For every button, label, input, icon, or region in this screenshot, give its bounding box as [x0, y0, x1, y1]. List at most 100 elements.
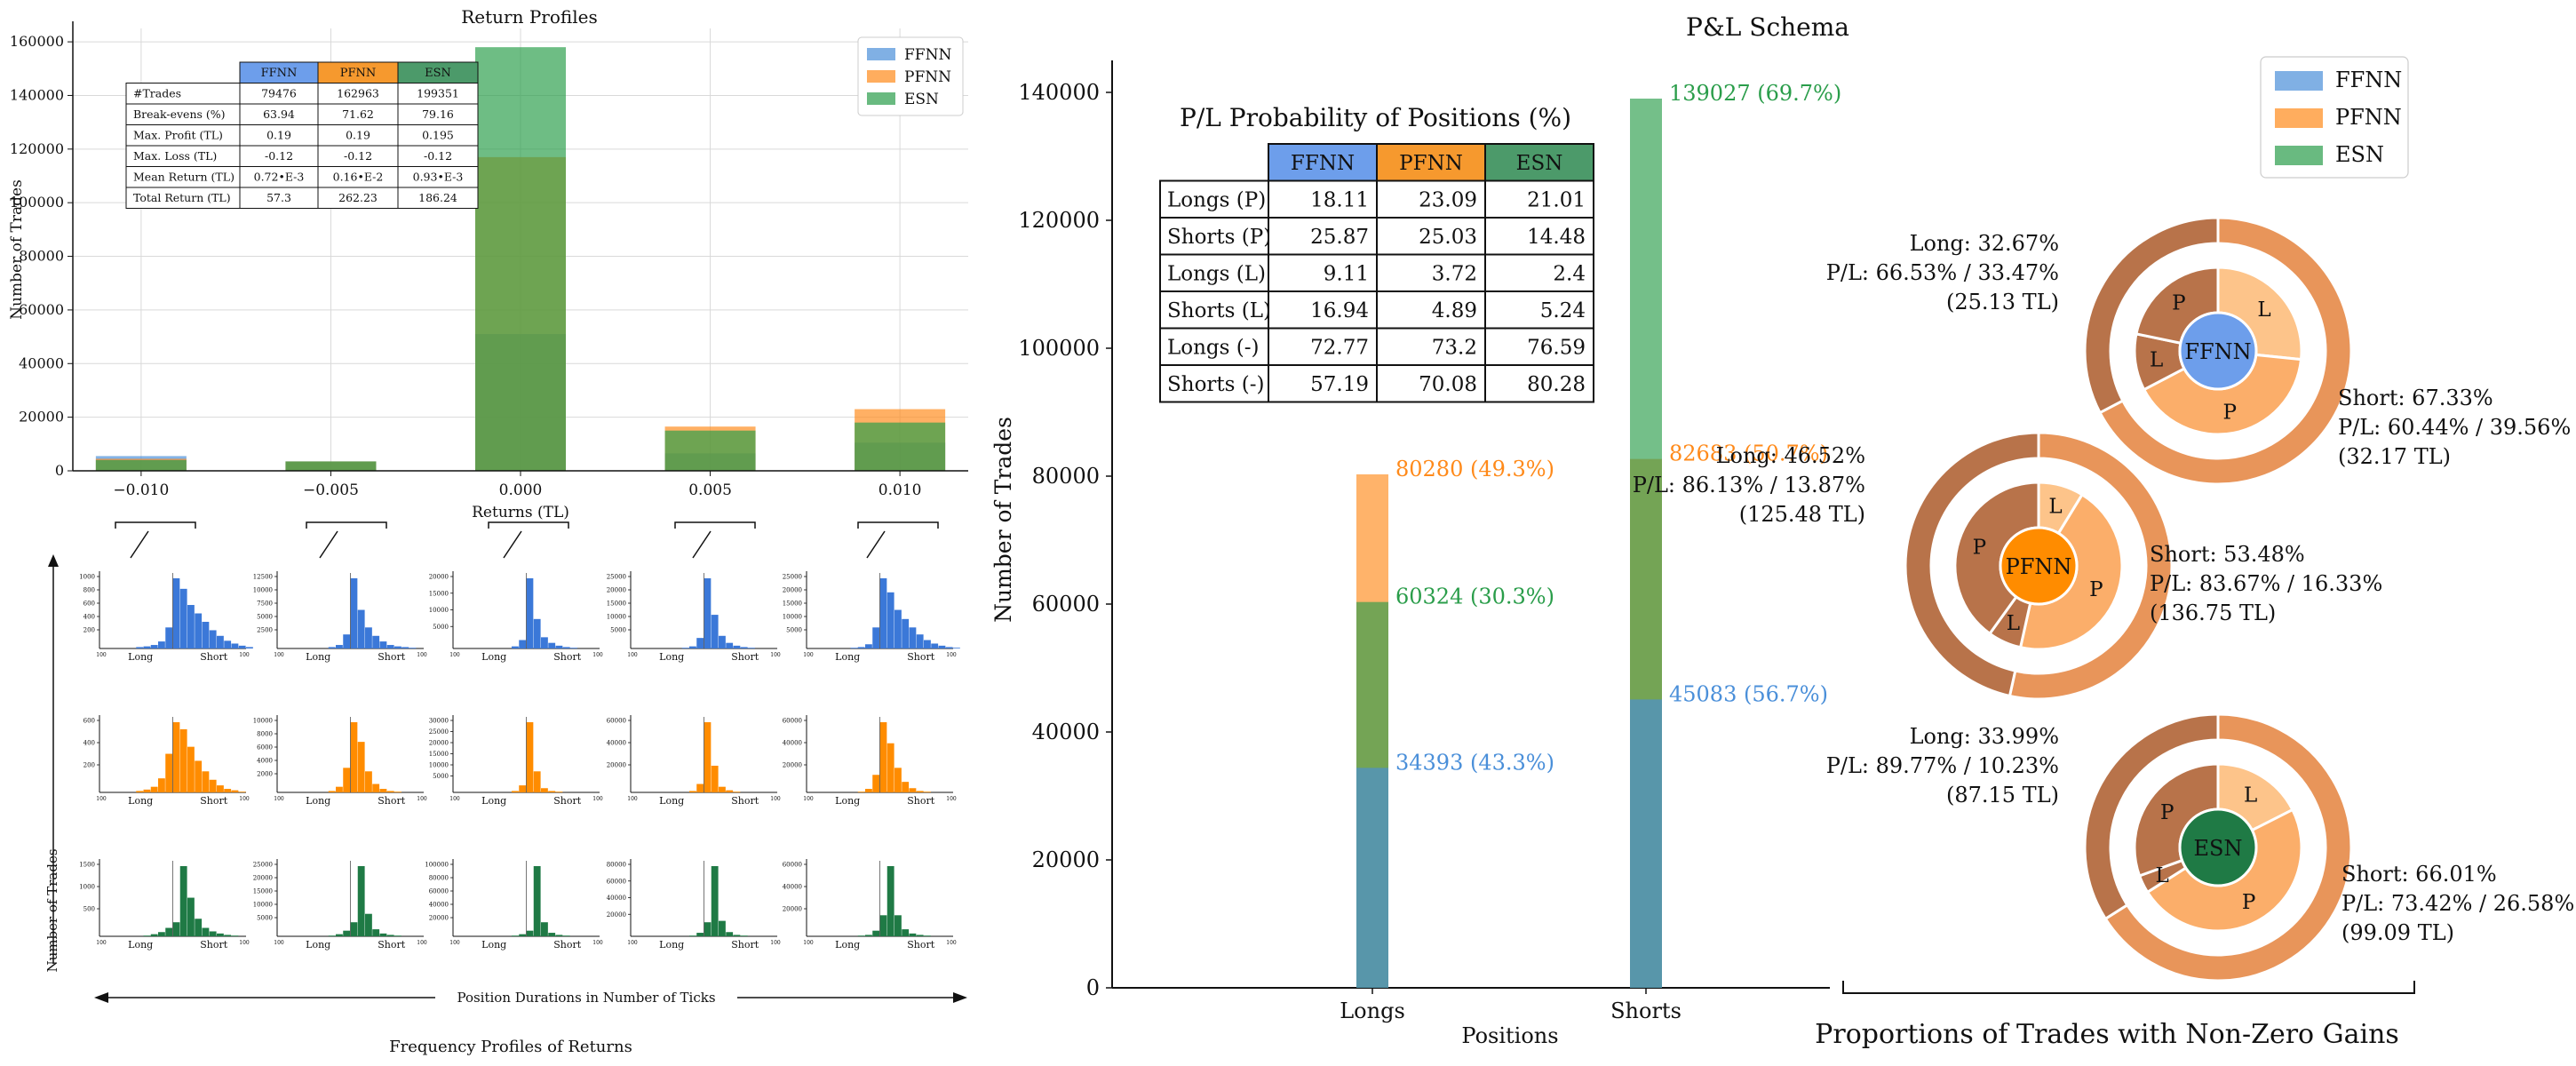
pl-cell — [1268, 217, 1378, 256]
small-hist-bar — [238, 645, 246, 648]
small-hist-bar — [195, 613, 203, 648]
stats-value: 0.72•E-3 — [254, 171, 305, 184]
small-xtick-label: 100 — [627, 652, 638, 658]
small-ytick-label: 20000 — [429, 574, 449, 581]
pl-value: 9.11 — [1324, 263, 1369, 286]
xtick-label: 0.000 — [499, 481, 543, 499]
small-hist-bar — [136, 791, 144, 792]
small-ytick-label: 600 — [83, 601, 95, 608]
small-hist-bar — [394, 935, 402, 936]
small-hist-bar — [902, 929, 910, 936]
small-hist-bar — [726, 932, 734, 936]
small-hist-bar — [548, 791, 556, 792]
small-hist-bar — [711, 765, 719, 792]
pl-header-cell — [1376, 143, 1486, 182]
pie-short-tl: (136.75 TL) — [2150, 601, 2276, 625]
legend-label-pfnn: PFNN — [904, 68, 951, 86]
bracket — [857, 521, 939, 529]
bar-ffnn-longs — [1356, 768, 1388, 988]
small-ytick-label: 25000 — [607, 574, 626, 581]
small-histogram: 25000 20000 15000 10000 5000 100 100 Long Short — [253, 859, 427, 951]
small-hist-bar — [902, 782, 910, 792]
small-hist-bar — [696, 638, 704, 648]
small-hist-bar — [150, 645, 158, 648]
legend-swatch-ffnn — [867, 48, 895, 60]
pie-letter-short-l: L — [2244, 784, 2257, 807]
small-ytick-label: 15000 — [429, 751, 449, 758]
small-ytick-label: 80000 — [429, 875, 449, 882]
pl-row-label: Shorts (P) — [1167, 226, 1271, 249]
small-hist-bar — [689, 646, 696, 648]
stats-header-ffnn: FFNN — [261, 67, 298, 80]
small-long-label: Long — [835, 939, 860, 951]
small-hist-bar — [541, 637, 548, 648]
small-hist-bar — [562, 647, 570, 648]
small-hist-bar — [158, 641, 165, 648]
small-hist-bar — [336, 786, 343, 792]
y-axis-label: Number of Trades — [8, 179, 26, 320]
small-hist-bar — [195, 760, 203, 792]
small-histogram: 600 400 200 100 100 Long Short — [83, 715, 250, 807]
stats-value: 0.16•E-2 — [333, 171, 384, 184]
bar-value-label: 82683 (50.7%) — [1669, 442, 1828, 466]
small-hist-bar — [328, 935, 336, 936]
y-axis-label: Number of Trades — [990, 417, 1016, 623]
small-histogram: 60000 40000 20000 100 100 Long Short — [783, 715, 957, 807]
small-ytick-label: 20000 — [253, 875, 273, 882]
small-hist-bar — [158, 932, 165, 936]
small-hist-bar — [733, 645, 741, 648]
small-ytick-label: 20000 — [607, 911, 626, 919]
small-hist-bar — [548, 933, 556, 936]
small-ytick-label: 25000 — [429, 728, 449, 736]
small-xtick-label: 100 — [627, 940, 638, 946]
small-short-label: Short — [378, 651, 406, 663]
small-hist-bar — [916, 791, 924, 792]
bracket — [115, 521, 196, 529]
small-long-label: Long — [481, 651, 506, 663]
bracket-pointer — [503, 530, 522, 559]
small-ytick-label: 1000 — [79, 884, 95, 891]
small-hist-bar — [533, 866, 541, 936]
small-ytick-label: 60000 — [607, 718, 626, 725]
small-hist-bar — [187, 897, 195, 936]
pl-header-pfnn: PFNN — [1399, 152, 1463, 175]
small-hist-bar — [894, 915, 902, 936]
small-ytick-label: 60000 — [607, 878, 626, 885]
small-hist-bar — [343, 634, 351, 648]
pie-center — [1999, 526, 2079, 606]
bracket — [488, 521, 569, 529]
small-ytick-label: 20000 — [429, 915, 449, 922]
pie-center-label: PFNN — [2006, 554, 2072, 579]
small-hist-bar — [172, 922, 180, 936]
small-ytick-label: 10000 — [783, 614, 802, 621]
small-hist-bar — [386, 935, 394, 936]
pie-center-label: FFNN — [2184, 339, 2251, 364]
small-hist-bar — [879, 578, 887, 648]
small-hist-bar — [209, 630, 217, 648]
pie-short-pl: P/L: 73.42% / 26.58% — [2341, 891, 2574, 916]
stats-value: 199351 — [417, 87, 459, 100]
pie-letter-long-l: L — [2007, 612, 2020, 635]
small-histogram: 100000 80000 60000 40000 20000 100 100 Long Shor… — [425, 859, 603, 951]
stats-value: 0.19 — [346, 129, 370, 142]
bar-value-label: 34393 (43.3%) — [1395, 750, 1554, 775]
xtick-label-shorts: Shorts — [1610, 998, 1682, 1023]
small-xtick-label: 100 — [96, 796, 107, 802]
small-histogram: 1500 1000 500 100 100 Long Short — [79, 859, 250, 951]
x-axis-label: Positions — [1461, 1023, 1558, 1048]
pl-label-cell — [1159, 217, 1269, 256]
small-hist-bar — [696, 784, 704, 792]
small-ytick-label: 5000 — [786, 627, 802, 634]
return-profiles-panel: 0 20000 40000 60000 80000 100000 120000 140000 1… — [8, 6, 968, 1056]
small-hist-bar — [879, 915, 887, 936]
ytick-label: 160000 — [10, 33, 64, 50]
small-ytick-label: 20000 — [607, 587, 626, 594]
small-histogram: 10000 8000 6000 4000 2000 100 100 Long Short — [253, 715, 427, 807]
pie-letter-short-p: P — [2089, 578, 2103, 601]
bracket — [306, 521, 387, 529]
bar-esn — [95, 459, 187, 471]
bar-esn — [664, 430, 756, 471]
small-hist-bar — [187, 746, 195, 792]
small-hist-bar — [924, 640, 931, 648]
small-ytick-label: 15000 — [253, 888, 273, 895]
